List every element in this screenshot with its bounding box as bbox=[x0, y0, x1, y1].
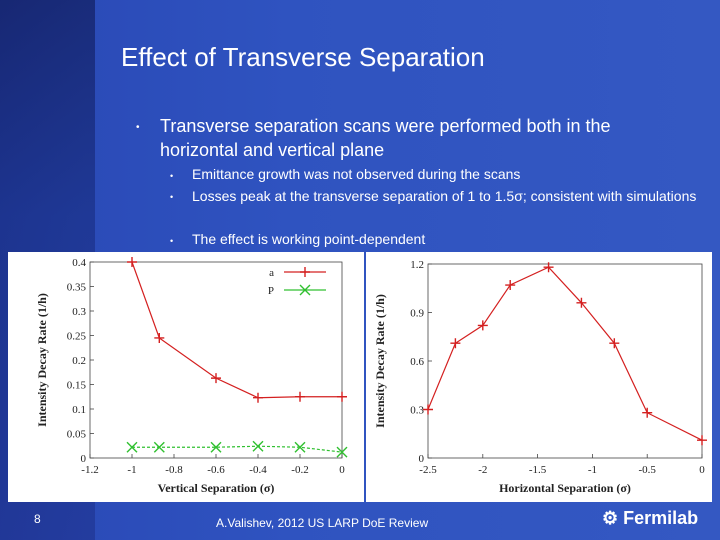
data-point-marker bbox=[477, 320, 488, 331]
data-point-marker bbox=[294, 441, 306, 453]
y-tick-label: 0.3 bbox=[72, 306, 86, 318]
x-tick-label: -1 bbox=[127, 464, 136, 476]
main-bullet-text: Transverse separation scans were perform… bbox=[160, 116, 611, 160]
y-tick-label: 0.05 bbox=[67, 429, 87, 441]
data-point-marker bbox=[211, 373, 221, 384]
plot-frame bbox=[427, 263, 703, 459]
y-axis-label: Intensity Decay Rate (1/h) bbox=[35, 293, 49, 427]
x-tick-label: 0 bbox=[339, 464, 345, 476]
y-tick-label: 0.3 bbox=[410, 405, 424, 417]
x-tick-label: -2.5 bbox=[419, 464, 437, 476]
x-axis-label: Vertical Separation (σ) bbox=[158, 481, 275, 495]
y-tick-label: 0.25 bbox=[67, 331, 87, 343]
slide-title: Effect of Transverse Separation bbox=[121, 42, 485, 72]
subbullet-marker: • bbox=[170, 192, 174, 202]
data-point-marker bbox=[505, 280, 516, 291]
data-point-marker bbox=[576, 297, 587, 308]
subbullet-1: Emittance growth was not observed during… bbox=[192, 166, 521, 182]
y-axis-label: Intensity Decay Rate (1/h) bbox=[373, 294, 387, 428]
data-point-marker bbox=[423, 404, 433, 415]
x-tick-label: -0.8 bbox=[165, 464, 183, 476]
x-tick-label: -1 bbox=[588, 464, 597, 476]
logo-text: Fermilab bbox=[623, 508, 699, 528]
legend-label: a bbox=[269, 267, 274, 279]
subbullet-2: Losses peak at the transverse separation… bbox=[192, 188, 697, 204]
data-point-marker bbox=[153, 441, 165, 453]
data-point-marker bbox=[543, 262, 554, 273]
data-point-marker bbox=[642, 407, 653, 418]
vertical-separation-chart: -1.2 -1 -0.8 -0.6 -0.4 -0.2 0 0 0.05 0.1 0.15 0.2 0.… bbox=[8, 252, 364, 502]
subbullet-3: The effect is working point-dependent bbox=[192, 231, 426, 247]
horizontal-separation-plot: -2.5 -2 -1.5 -1 -0.5 0 0 0.3 0.6 0.9 1.2 Horizontal… bbox=[373, 259, 707, 495]
data-point-marker bbox=[300, 267, 310, 277]
series-line bbox=[131, 261, 342, 399]
y-tick-label: 0.1 bbox=[72, 404, 86, 416]
data-point-marker bbox=[336, 446, 348, 458]
x-tick-label: -1.2 bbox=[81, 464, 98, 476]
x-tick-label: -2 bbox=[478, 464, 487, 476]
horizontal-separation-chart: -2.5 -2 -1.5 -1 -0.5 0 0 0.3 0.6 0.9 1.2 Horizontal… bbox=[366, 252, 712, 502]
x-tick-label: -0.6 bbox=[207, 464, 225, 476]
fermilab-logo: ⚙ Fermilab bbox=[602, 508, 698, 529]
data-point-marker bbox=[609, 338, 620, 349]
y-tick-label: 0 bbox=[81, 453, 87, 465]
data-point-marker bbox=[210, 441, 222, 453]
data-point-marker bbox=[697, 435, 707, 446]
y-tick-label: 0.35 bbox=[67, 282, 87, 294]
subbullet-marker: • bbox=[170, 171, 174, 181]
data-point-marker bbox=[253, 392, 263, 403]
y-tick-label: 0.9 bbox=[410, 308, 424, 320]
y-tick-label: 0.6 bbox=[410, 356, 424, 368]
legend-label: P bbox=[268, 285, 274, 297]
data-point-marker bbox=[126, 441, 138, 453]
x-tick-label: -0.5 bbox=[638, 464, 656, 476]
x-tick-label: 0 bbox=[699, 464, 705, 476]
data-point-marker bbox=[127, 257, 137, 267]
series-line bbox=[427, 266, 703, 441]
data-point-marker bbox=[154, 332, 165, 343]
vertical-separation-plot: -1.2 -1 -0.8 -0.6 -0.4 -0.2 0 0 0.05 0.1 0.15 0.2 0.… bbox=[35, 257, 348, 495]
x-tick-label: -1.5 bbox=[529, 464, 547, 476]
x-axis-label: Horizontal Separation (σ) bbox=[499, 481, 631, 495]
footer-text: A.Valishev, 2012 US LARP DoE Review bbox=[216, 516, 429, 530]
fermilab-icon: ⚙ bbox=[602, 508, 619, 528]
data-point-marker bbox=[295, 391, 305, 402]
y-tick-label: 1.2 bbox=[410, 259, 424, 271]
data-point-marker bbox=[299, 284, 311, 296]
data-point-marker bbox=[337, 391, 347, 402]
x-tick-label: -0.2 bbox=[291, 464, 308, 476]
series-line bbox=[132, 445, 343, 453]
data-point-marker bbox=[450, 338, 461, 349]
y-tick-label: 0.2 bbox=[72, 355, 86, 367]
x-tick-label: -0.4 bbox=[249, 464, 267, 476]
subbullet-marker: • bbox=[170, 236, 174, 246]
y-tick-label: 0 bbox=[419, 453, 425, 465]
bullet-marker: • bbox=[136, 122, 140, 133]
data-point-marker bbox=[252, 440, 264, 452]
y-tick-label: 0.15 bbox=[67, 380, 87, 392]
page-number: 8 bbox=[34, 512, 41, 526]
y-tick-label: 0.4 bbox=[72, 257, 86, 269]
